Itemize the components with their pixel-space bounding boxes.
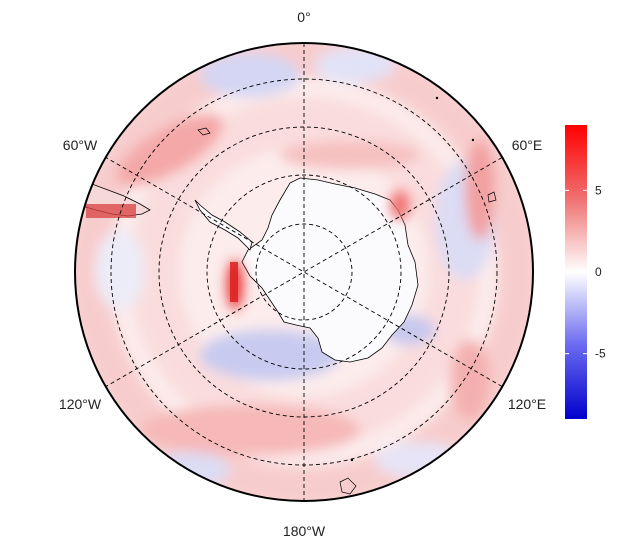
meridian-120e-60w (105, 157, 503, 387)
colorbar: 5 0 -5 (565, 125, 606, 419)
lon-label-60e: 60°E (512, 137, 543, 153)
lon-label-0: 0° (297, 9, 310, 25)
colorbar-tick-label: 0 (595, 265, 602, 279)
latitude-circle-2 (206, 174, 402, 370)
latitude-circle-1 (255, 223, 353, 321)
lon-label-120w: 120°W (59, 396, 102, 412)
graticule (105, 43, 503, 501)
lon-label-60w: 60°W (63, 137, 98, 153)
island-dot-1 (435, 96, 439, 100)
colorbar-gradient (565, 125, 587, 419)
colorbar-ticks: 5 0 -5 (565, 183, 606, 361)
lon-label-180: 180°W (283, 523, 326, 539)
antarctic-peninsula (194, 199, 253, 251)
island-new-zealand (339, 477, 357, 495)
lon-label-120e: 120°E (508, 396, 546, 412)
meridian-60e-120w (105, 157, 503, 387)
antarctica-landmass (241, 177, 419, 363)
colorbar-tick-label: 5 (595, 183, 602, 197)
island-dot-2 (471, 138, 475, 142)
colorbar-tick-label: -5 (595, 347, 606, 361)
map-boundary (74, 42, 534, 502)
island-south-georgia (197, 127, 211, 136)
island-kerguelen (487, 191, 497, 203)
